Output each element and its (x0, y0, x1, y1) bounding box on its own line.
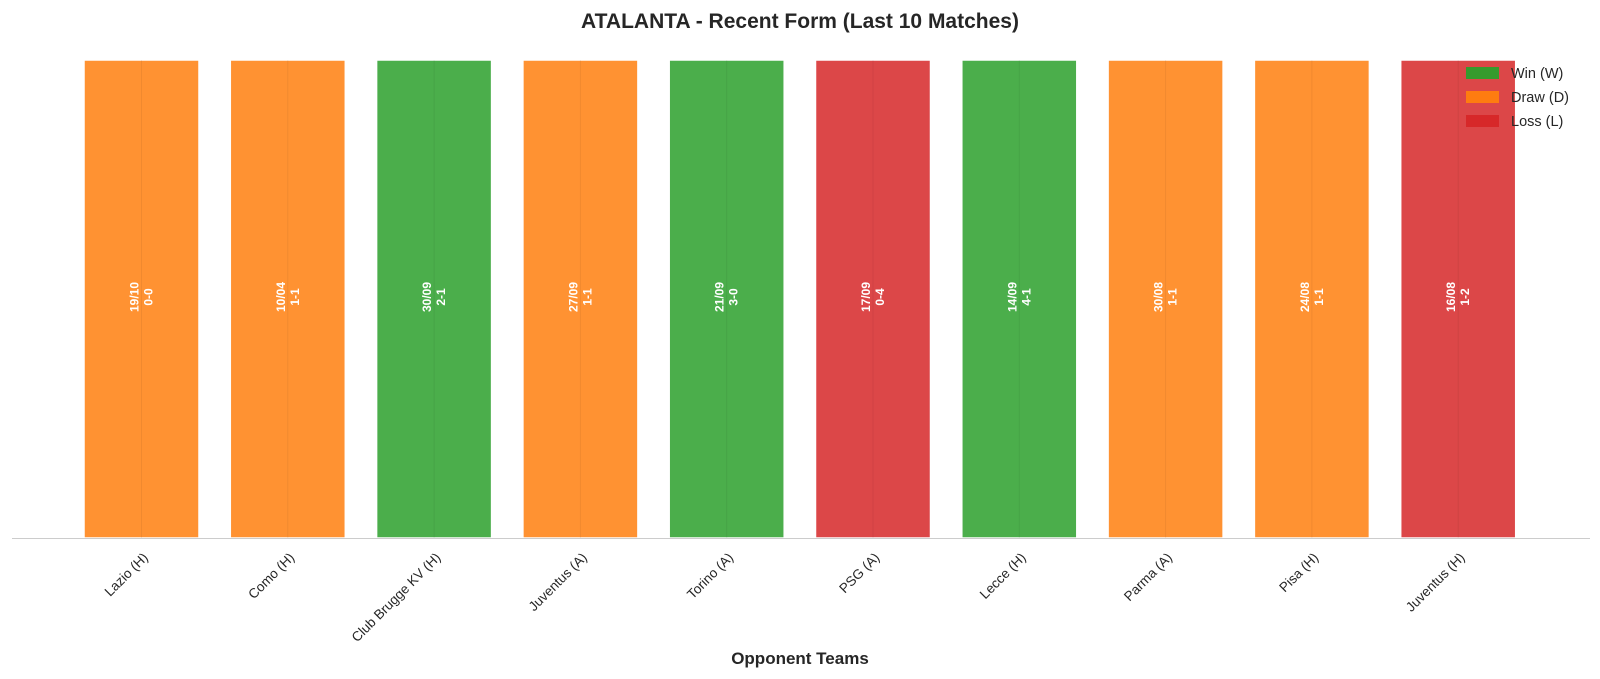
chart-title: ATALANTA - Recent Form (Last 10 Matches) (581, 10, 1019, 33)
bar (1253, 59, 1371, 539)
bar-date-label: 16/08 (1444, 282, 1458, 312)
bar-score-label: 1-1 (1312, 288, 1326, 306)
x-tick-label-text: Juventus (H) (1403, 550, 1468, 615)
bar-date-label: 19/10 (128, 282, 142, 312)
bar-label: 30/08 1-1 (1152, 282, 1180, 312)
bar-label: 30/09 2-1 (420, 282, 448, 312)
bar-label: 14/09 4-1 (1005, 282, 1033, 312)
x-tick-label-text: Torino (A) (684, 550, 736, 602)
bar-score-label: 1-1 (288, 288, 302, 306)
x-tick-labels: Lazio (H) Como (H) Club Brugge KV (H) Juven… (102, 550, 1468, 645)
bar-score-label: 4-1 (1019, 288, 1033, 306)
x-tick-label: Torino (A) (684, 550, 736, 602)
bar (375, 59, 493, 539)
bar (814, 59, 932, 539)
bar (1107, 59, 1224, 539)
bar-label: 27/09 1-1 (566, 282, 594, 312)
bar-score-label: 0-4 (873, 288, 887, 306)
legend: Win (W) Draw (D) Loss (L) (1466, 66, 1569, 130)
x-tick-label-text: PSG (A) (836, 550, 882, 596)
x-tick-label: Lazio (H) (102, 550, 151, 599)
bars-group: 19/10 0-0 10/04 1-1 30/09 2-1 27/09 1-1 21/09 3-0… (83, 59, 1517, 539)
bar-label: 21/09 3-0 (713, 282, 741, 312)
bar-label: 24/08 1-1 (1298, 282, 1326, 312)
x-tick-label-text: Como (H) (245, 550, 297, 602)
x-tick-label: Como (H) (245, 550, 297, 602)
bar-date-label: 24/08 (1298, 282, 1312, 312)
bar-date-label: 30/08 (1152, 282, 1166, 312)
legend-label: Loss (L) (1511, 114, 1563, 130)
bar-score-label: 2-1 (434, 288, 448, 306)
x-tick-label: Parma (A) (1121, 550, 1175, 604)
bar-score-label: 1-1 (1166, 288, 1180, 306)
x-tick-label-text: Lecce (H) (977, 550, 1029, 602)
bar-label: 10/04 1-1 (274, 282, 302, 312)
bar-score-label: 0-0 (142, 288, 156, 306)
bar-date-label: 30/09 (420, 282, 434, 312)
x-tick-label-text: Club Brugge KV (H) (349, 550, 444, 645)
x-tick-label: Pisa (H) (1276, 550, 1321, 595)
bar-date-label: 10/04 (274, 282, 288, 312)
x-tick-label: Juventus (H) (1403, 550, 1468, 615)
bar (961, 59, 1078, 539)
bar (83, 59, 200, 539)
bar-label: 16/08 1-2 (1444, 282, 1472, 312)
legend-label: Win (W) (1511, 66, 1563, 82)
bar-date-label: 14/09 (1005, 282, 1019, 312)
bar-date-label: 27/09 (566, 282, 580, 312)
legend-label: Draw (D) (1511, 90, 1569, 106)
bar (1399, 59, 1517, 539)
x-tick-label: PSG (A) (836, 550, 882, 596)
bar-score-label: 1-1 (580, 288, 594, 306)
bar-score-label: 1-2 (1458, 288, 1472, 306)
legend-swatch (1466, 91, 1499, 103)
x-tick-label-text: Lazio (H) (102, 550, 151, 599)
x-tick-label: Juventus (A) (526, 550, 590, 614)
legend-swatch (1466, 115, 1499, 127)
x-tick-label-text: Parma (A) (1121, 550, 1175, 604)
x-tick-label-text: Pisa (H) (1276, 550, 1321, 595)
bar-label: 17/09 0-4 (859, 282, 887, 312)
bar-date-label: 17/09 (859, 282, 873, 312)
x-tick-label-text: Juventus (A) (526, 550, 590, 614)
x-tick-label: Club Brugge KV (H) (349, 550, 444, 645)
bar-score-label: 3-0 (727, 288, 741, 306)
bar (229, 59, 347, 539)
bar-date-label: 21/09 (713, 282, 727, 312)
x-tick-label: Lecce (H) (977, 550, 1029, 602)
legend-swatch (1466, 67, 1499, 79)
bar-label: 19/10 0-0 (128, 282, 156, 312)
x-axis-label: Opponent Teams (731, 649, 869, 668)
